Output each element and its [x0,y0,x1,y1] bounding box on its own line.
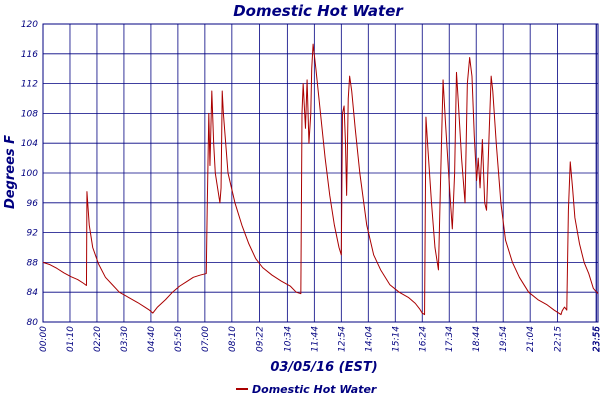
y-tick-label: 116 [21,50,38,60]
y-tick-label: 88 [27,258,39,268]
y-tick-label: 120 [21,20,38,30]
x-tick-label: 01:10 [66,326,76,352]
x-tick-label: 08:10 [228,326,238,352]
x-tick-label: 21:04 [526,326,536,352]
x-tick-label: 07:00 [201,326,211,352]
x-tick-label: 17:34 [445,326,455,352]
legend-label: Domestic Hot Water [252,383,377,396]
plot-area [42,23,599,323]
y-axis-ticks: 80 84 88 92 96 100 104 108 112 116 120 [21,20,38,328]
x-tick-label: 09:22 [256,326,266,352]
x-tick-label: 02:20 [93,326,103,352]
series-layer [42,43,599,316]
y-tick-label: 84 [27,288,39,298]
y-tick-label: 108 [21,109,38,119]
x-tick-label: 19:54 [499,326,509,352]
series-line [42,43,599,316]
grid [42,23,598,323]
x-tick-label: 00:00 [39,326,49,352]
x-tick-label: 16:24 [418,326,428,352]
y-axis-label: Degrees F [3,135,18,209]
x-tick-label: 15:14 [391,326,401,352]
y-tick-label: 80 [27,318,39,328]
x-tick-label: 10:34 [283,326,293,352]
y-tick-label: 100 [21,169,38,179]
y-tick-label: 104 [21,139,38,149]
x-tick-label: 23:55 [592,326,600,352]
chart-title: Domestic Hot Water [233,2,404,20]
x-tick-label: 04:40 [147,326,157,352]
x-tick-label: 05:50 [174,326,184,352]
y-tick-label: 112 [21,80,38,90]
x-tick-label: 18:44 [472,326,482,352]
y-tick-label: 92 [27,229,39,239]
y-tick-label: 96 [27,199,39,209]
legend: Domestic Hot Water [236,383,377,396]
x-tick-label: 14:04 [364,326,374,352]
x-tick-label: 12:54 [337,326,347,352]
x-tick-label: 03:30 [120,326,130,352]
x-tick-label: 11:44 [310,326,320,352]
x-tick-label: 22:15 [554,326,564,352]
x-axis-label: 03/05/16 (EST) [270,360,377,375]
x-tick-label: 23:56 [592,326,600,352]
x-axis-ticks: 00:00 01:10 02:20 03:30 04:40 05:50 07:00 08:10… [39,326,600,352]
